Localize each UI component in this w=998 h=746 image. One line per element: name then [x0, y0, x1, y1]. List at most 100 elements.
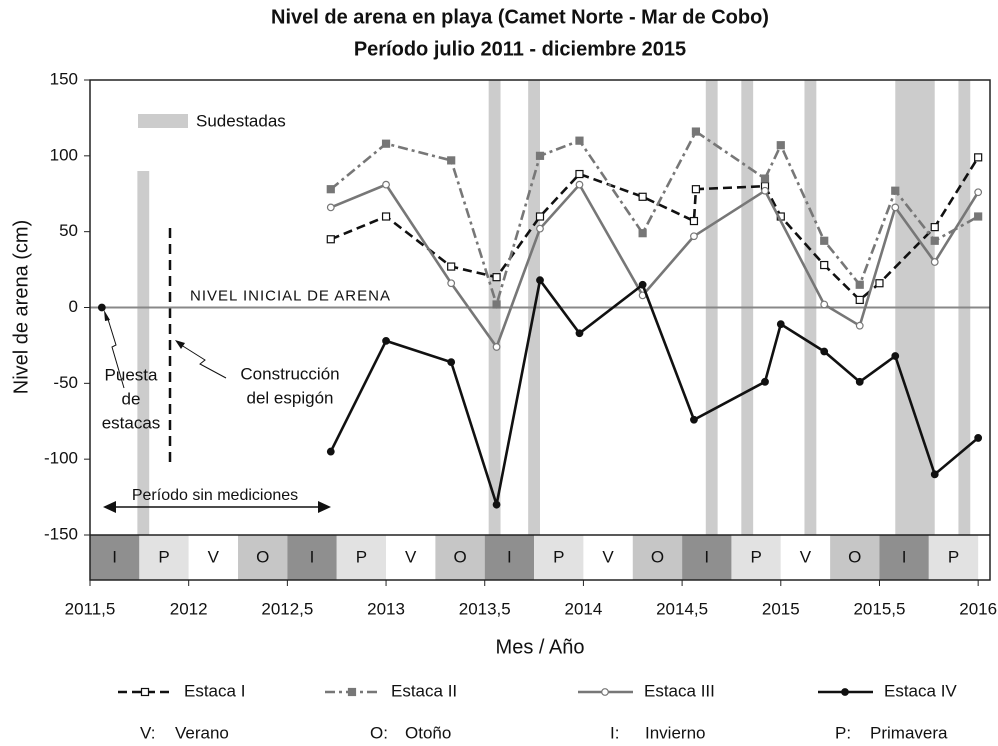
season-cell	[682, 535, 732, 580]
data-point	[974, 153, 983, 162]
chart-title: Nivel de arena en playa (Camet Norte - M…	[271, 6, 769, 28]
data-point	[381, 139, 391, 148]
x-tick-label: 2016	[959, 599, 997, 618]
arrow	[177, 342, 227, 379]
season-cell	[188, 535, 239, 580]
season-label: O	[651, 547, 664, 566]
data-point	[930, 470, 939, 479]
season-label: I	[112, 547, 117, 566]
season-legend-name: Verano	[175, 723, 229, 742]
data-point	[492, 500, 501, 509]
legend-marker	[140, 687, 150, 697]
legend-label: Estaca II	[391, 681, 457, 700]
season-cell	[879, 535, 929, 580]
data-point	[891, 186, 900, 195]
data-point	[575, 169, 584, 179]
data-point	[492, 300, 501, 309]
season-label: V	[405, 547, 417, 566]
season-cell	[534, 535, 584, 580]
season-legend-name: Primavera	[870, 723, 948, 742]
legend-marker	[841, 688, 849, 696]
series-line	[329, 277, 979, 506]
legend-label: Estaca III	[644, 681, 715, 700]
data-point	[535, 212, 545, 221]
season-label: P	[553, 547, 564, 566]
season-label: P	[750, 547, 761, 566]
data-point	[326, 447, 335, 456]
data-point	[638, 229, 647, 238]
y-tick-label: -50	[53, 373, 78, 392]
season-cell	[336, 535, 387, 580]
annotation: Puesta	[105, 365, 158, 384]
legend-swatch	[138, 114, 188, 128]
reference-label: NIVEL INICIAL DE ARENA	[190, 287, 391, 304]
data-point	[974, 434, 983, 442]
x-axis-label: Mes / Año	[496, 636, 585, 658]
y-tick-label: -100	[44, 449, 78, 468]
data-point	[691, 127, 701, 136]
season-label: O	[453, 547, 466, 566]
data-point	[855, 321, 864, 330]
data-point	[492, 273, 501, 282]
season-label: O	[848, 547, 861, 566]
x-tick-label: 2014,5	[656, 599, 708, 618]
x-tick-label: 2012,5	[261, 599, 313, 618]
data-point	[447, 262, 456, 271]
data-point	[855, 295, 864, 305]
annotation: Construcción	[240, 364, 339, 383]
legend-label: Sudestadas	[196, 111, 286, 130]
data-point	[974, 188, 983, 197]
data-point	[382, 336, 390, 345]
season-cell	[287, 535, 337, 580]
y-tick-label: 50	[59, 221, 78, 240]
season-legend-code: I:	[610, 723, 619, 742]
data-point	[326, 185, 335, 194]
season-label: P	[948, 547, 959, 566]
x-tick-label: 2013,5	[459, 599, 511, 618]
data-point	[638, 192, 647, 201]
x-tick-label: 2013	[367, 599, 405, 618]
data-point	[536, 276, 544, 285]
data-point	[761, 186, 769, 195]
data-point	[930, 223, 939, 232]
chart-subtitle: Período julio 2011 - diciembre 2015	[354, 38, 686, 60]
data-point	[761, 377, 769, 386]
season-cell	[632, 535, 683, 580]
legend-marker	[347, 687, 357, 697]
arrow-head	[175, 340, 185, 349]
data-point	[930, 236, 939, 245]
annotation: del espigón	[247, 388, 334, 407]
y-tick-label: 0	[69, 297, 78, 316]
season-cell	[484, 535, 535, 580]
plot-frame	[89, 79, 991, 581]
season-cell	[583, 535, 633, 580]
legend-label: Estaca I	[184, 681, 245, 700]
data-point	[575, 329, 584, 338]
sudestada-bar	[137, 171, 150, 535]
season-cell	[731, 535, 781, 580]
season-cell	[780, 535, 831, 580]
x-tick-label: 2012	[170, 599, 208, 618]
data-point	[447, 156, 456, 165]
season-label: V	[602, 547, 614, 566]
season-legend-code: O:	[370, 723, 388, 742]
data-point	[326, 235, 335, 244]
season-cell	[90, 535, 140, 580]
arrow-head	[103, 501, 116, 513]
arrow	[106, 315, 125, 389]
data-point	[974, 212, 983, 221]
season-label: V	[208, 547, 220, 566]
arrow-head	[104, 310, 110, 321]
data-point	[326, 203, 335, 212]
data-point	[891, 203, 900, 212]
legend-label: Estaca IV	[884, 681, 957, 700]
annotation: estacas	[102, 413, 161, 432]
data-point	[97, 303, 106, 312]
data-point	[447, 279, 456, 288]
data-point	[575, 136, 584, 145]
data-point	[776, 141, 785, 150]
legend-marker	[601, 688, 609, 696]
data-point	[855, 377, 864, 386]
season-label: O	[256, 547, 269, 566]
